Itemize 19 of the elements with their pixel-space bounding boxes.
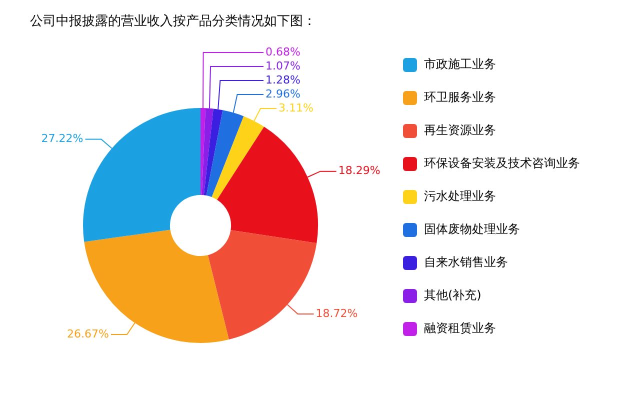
data-label: 1.07% [266,59,300,72]
legend-label: 市政施工业务 [424,56,496,73]
legend-label: 环保设备安装及技术咨询业务 [424,155,580,172]
legend-label: 污水处理业务 [424,188,496,205]
data-label: 18.29% [338,164,380,178]
chart-title: 公司中报披露的营业收入按产品分类情况如下图： [30,13,317,30]
legend-label: 其他(补充) [424,287,482,304]
legend-label: 固体废物处理业务 [424,221,520,238]
data-label: 1.28% [266,73,300,86]
legend-label: 融资租赁业务 [424,320,496,337]
data-label: 18.72% [316,306,358,320]
legend-label: 再生资源业务 [424,122,496,139]
data-label: 2.96% [266,87,300,100]
data-label: 0.68% [266,45,300,58]
legend-label: 自来水销售业务 [424,254,508,271]
data-label: 3.11% [278,101,314,114]
legend-label: 环卫服务业务 [424,89,496,106]
data-label: 27.22% [41,132,84,146]
data-label: 26.67% [67,327,109,340]
